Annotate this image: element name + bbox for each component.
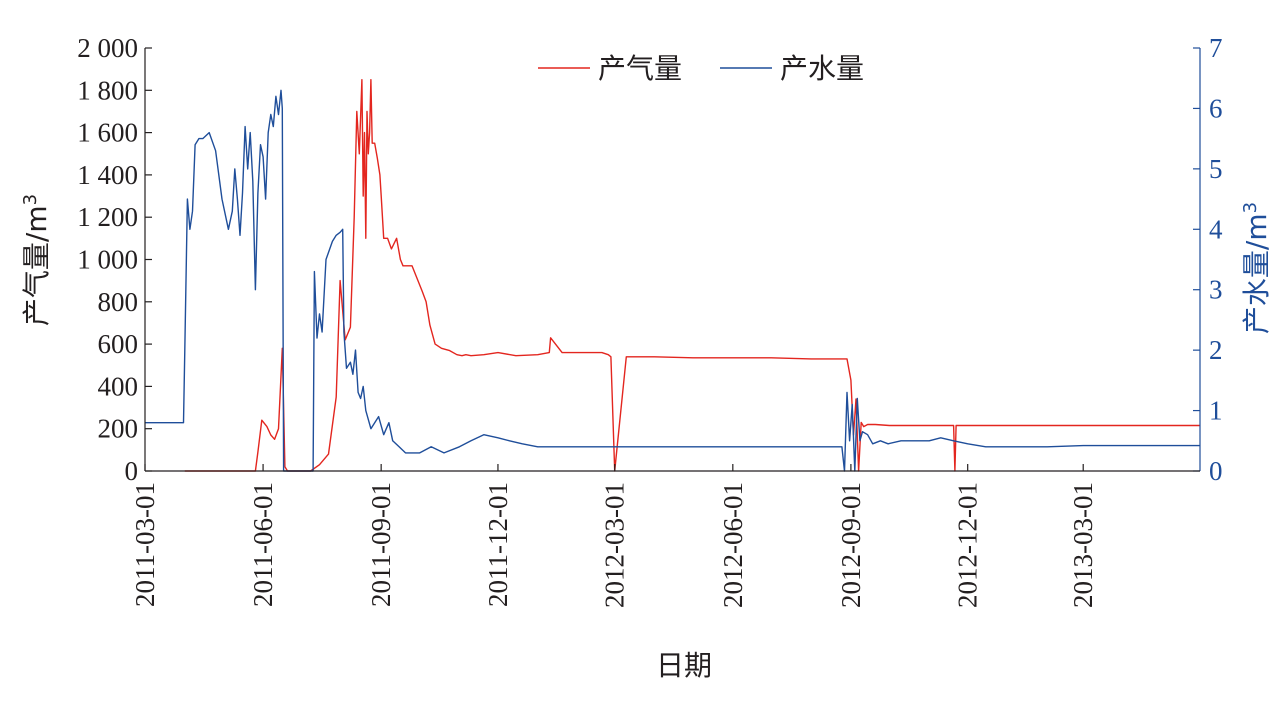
x-tick-label: 2012-09-01 bbox=[836, 482, 866, 608]
x-tick-label: 2011-03-01 bbox=[130, 482, 160, 607]
left-y-tick-label: 1 200 bbox=[77, 202, 138, 232]
right-y-tick-label: 6 bbox=[1209, 93, 1223, 123]
left-y-tick-label: 1 400 bbox=[77, 160, 138, 190]
series-line-gas bbox=[184, 78, 1200, 472]
left-y-tick-label: 0 bbox=[125, 456, 139, 486]
left-y-tick-label: 2 000 bbox=[77, 33, 138, 63]
x-axis-title: 日期 bbox=[656, 649, 712, 682]
legend: 产气量 产水量 bbox=[538, 52, 864, 85]
x-tick-label: 2012-12-01 bbox=[953, 482, 983, 608]
left-y-axis-title: 产气量/m3 bbox=[20, 194, 54, 326]
legend-label: 产气量 bbox=[598, 52, 682, 85]
right-y-tick-label: 5 bbox=[1209, 154, 1223, 184]
right-y-tick-label: 2 bbox=[1209, 335, 1223, 365]
left-y-tick-label: 1 000 bbox=[77, 245, 138, 275]
plot-area bbox=[145, 78, 1200, 472]
right-y-tick-label: 1 bbox=[1209, 396, 1223, 426]
left-y-tick-label: 600 bbox=[98, 329, 139, 359]
right-y-axis-title: 产水量/m3 bbox=[1240, 202, 1274, 334]
right-y-tick-label: 0 bbox=[1209, 456, 1223, 486]
x-axis: 2011-03-01 2011-06-01 2011-09-01 2011-12-01… bbox=[130, 464, 1200, 608]
left-y-tick-label: 1 600 bbox=[77, 118, 138, 148]
legend-label: 产水量 bbox=[780, 52, 864, 85]
right-y-tick-label: 7 bbox=[1209, 33, 1223, 63]
left-y-tick-label: 200 bbox=[98, 414, 139, 444]
right-y-tick-label: 4 bbox=[1209, 214, 1223, 244]
x-tick-label: 2013-03-01 bbox=[1068, 482, 1098, 608]
x-tick-label: 2011-06-01 bbox=[248, 482, 278, 607]
left-y-tick-label: 1 800 bbox=[77, 75, 138, 105]
right-y-axis: 0 1 2 3 4 5 6 7 bbox=[1193, 33, 1223, 486]
left-y-tick-label: 800 bbox=[98, 287, 139, 317]
x-tick-label: 2011-12-01 bbox=[483, 482, 513, 607]
left-y-tick-label: 400 bbox=[98, 371, 139, 401]
series-line-water bbox=[145, 89, 1200, 472]
x-tick-label: 2011-09-01 bbox=[366, 482, 396, 607]
right-y-tick-label: 3 bbox=[1209, 275, 1223, 305]
left-y-axis: 0 200 400 600 800 1 000 1 200 1 400 1 600 1 800 2 … bbox=[77, 33, 152, 486]
x-tick-label: 2012-06-01 bbox=[718, 482, 748, 608]
x-tick-label: 2012-03-01 bbox=[600, 482, 630, 608]
